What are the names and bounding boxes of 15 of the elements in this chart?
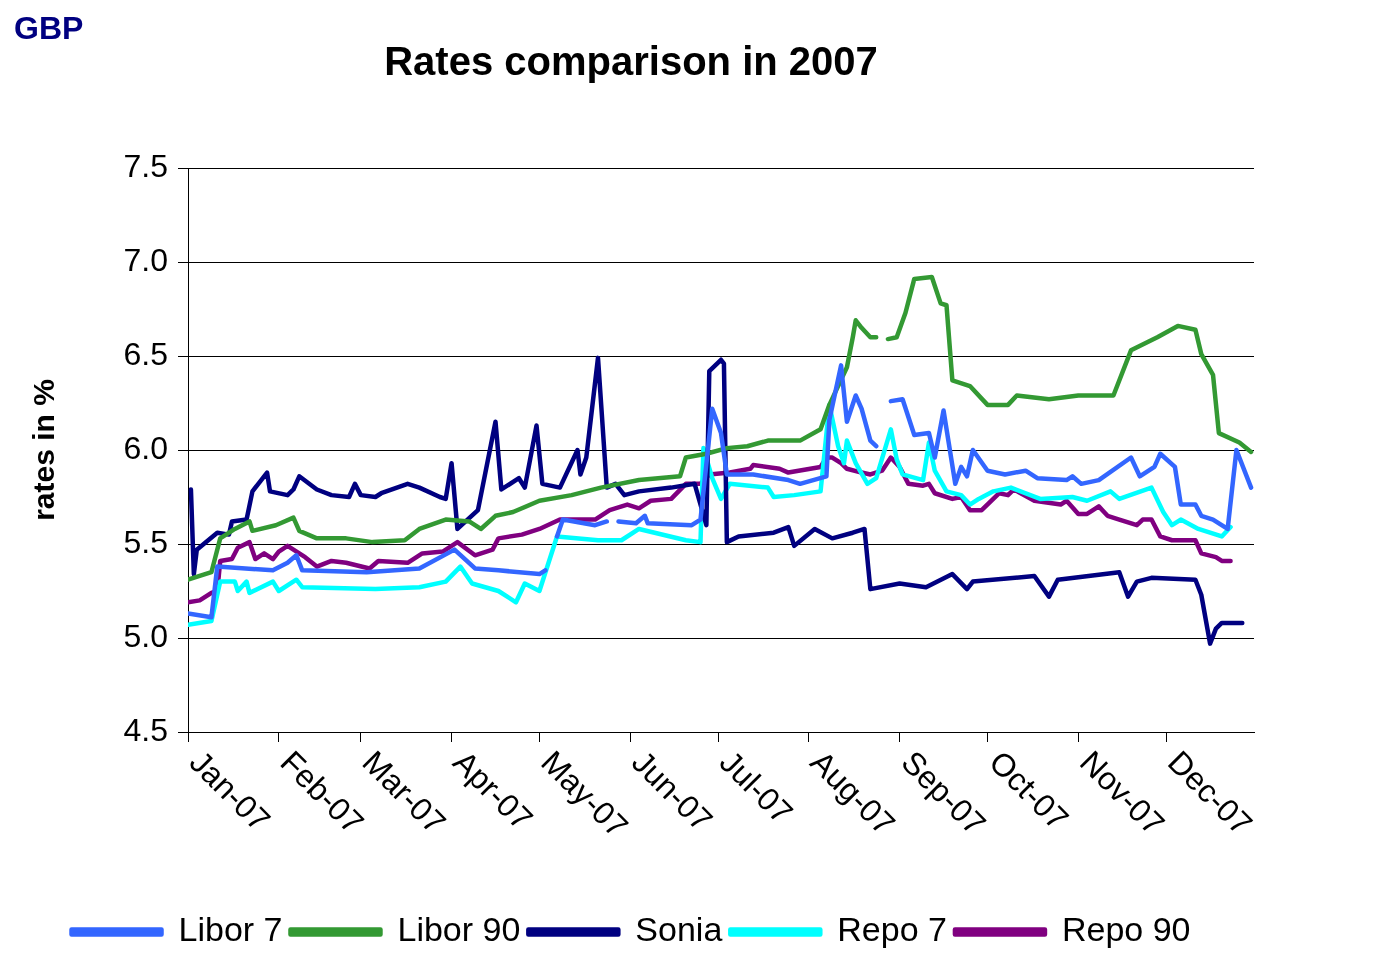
y-tick-label: 5.5	[123, 523, 168, 560]
legend-label: Repo 90	[1061, 910, 1191, 949]
y-tick-label: 7.0	[123, 241, 168, 278]
y-tick-label: 6.0	[123, 429, 168, 466]
legend-label: Libor 7	[178, 910, 283, 949]
y-tick-label: 4.5	[123, 711, 168, 748]
y-tick-label: 6.5	[123, 335, 168, 372]
legend-label: Libor 90	[397, 910, 521, 949]
y-axis-title: rates in %	[27, 379, 61, 521]
y-tick-label: 7.5	[123, 147, 168, 184]
y-tick-label: 5.0	[123, 617, 168, 654]
text: GBP	[14, 10, 84, 47]
chart-title: Rates comparison in 2007	[384, 39, 878, 84]
legend-label: Repo 7	[837, 910, 947, 949]
legend-label: Sonia	[635, 910, 723, 949]
